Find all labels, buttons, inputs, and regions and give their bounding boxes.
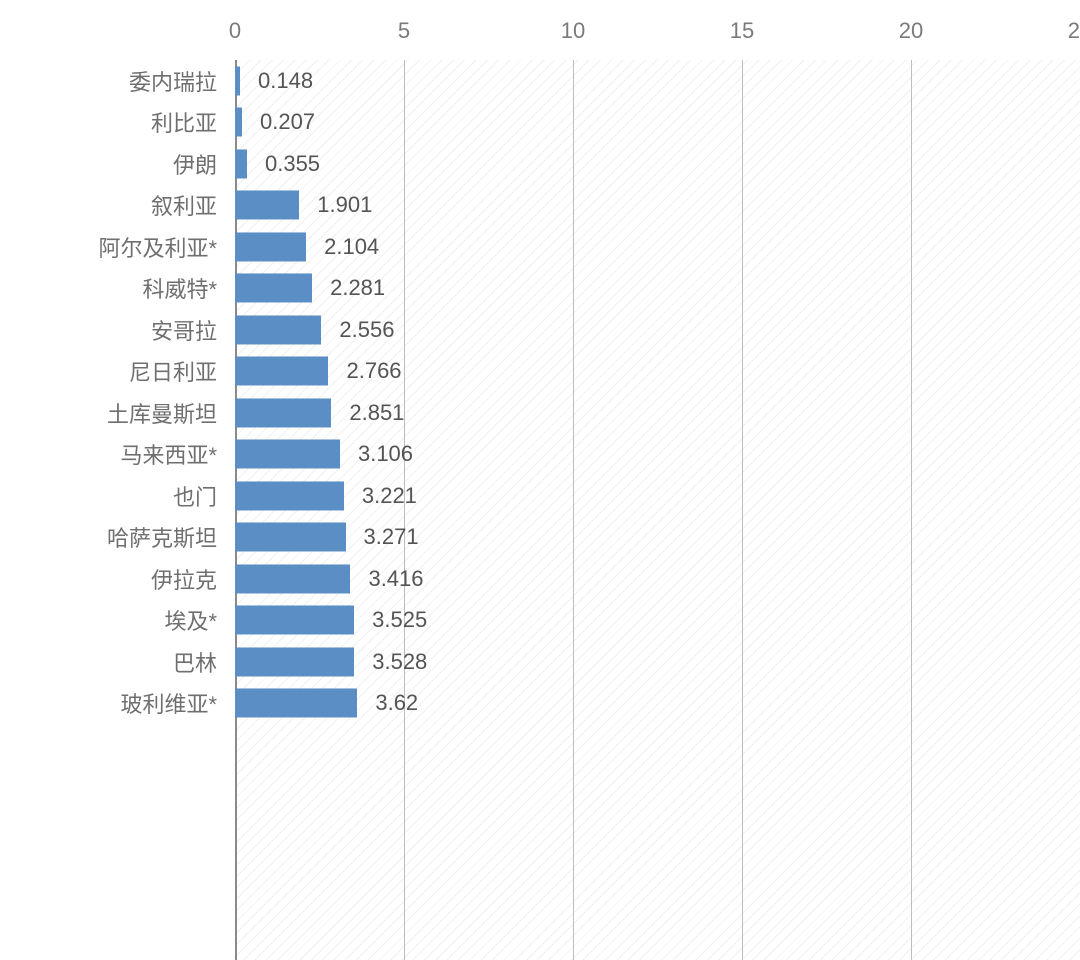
y-axis-label: 安哥拉 <box>151 314 217 346</box>
value-label: 2.556 <box>339 317 394 343</box>
y-axis-label: 伊朗 <box>173 148 217 180</box>
y-axis-label: 马来西亚* <box>120 438 217 470</box>
bar-row: 委内瑞拉 0.148 <box>0 60 1080 102</box>
value-label: 0.207 <box>260 109 315 135</box>
bar-row: 伊朗 0.355 <box>0 143 1080 185</box>
bar-row: 土库曼斯坦 2.851 <box>0 392 1080 434</box>
bar-row: 埃及* 3.525 <box>0 600 1080 642</box>
bar <box>235 232 306 261</box>
y-axis-label: 利比亚 <box>151 106 217 138</box>
bar <box>235 274 312 303</box>
bar-row: 巴林 3.528 <box>0 641 1080 683</box>
value-label: 3.416 <box>368 566 423 592</box>
bar-row: 马来西亚* 3.106 <box>0 434 1080 476</box>
value-label: 2.851 <box>349 400 404 426</box>
y-axis-label: 巴林 <box>173 646 217 678</box>
bar-row: 伊拉克 3.416 <box>0 558 1080 600</box>
y-axis-label: 伊拉克 <box>151 563 217 595</box>
y-axis-label: 玻利维亚* <box>120 687 217 719</box>
y-axis-label: 科威特* <box>142 272 217 304</box>
y-axis-label: 也门 <box>173 480 217 512</box>
y-axis-label: 尼日利亚 <box>129 355 217 387</box>
x-tick-label: 5 <box>398 18 410 44</box>
value-label: 2.766 <box>346 358 401 384</box>
bar <box>235 564 350 593</box>
x-tick-label: 0 <box>229 18 241 44</box>
value-label: 0.148 <box>258 68 313 94</box>
bar-row: 利比亚 0.207 <box>0 102 1080 144</box>
value-label: 2.104 <box>324 234 379 260</box>
bar <box>235 66 240 95</box>
bar-row: 哈萨克斯坦 3.271 <box>0 517 1080 559</box>
bar <box>235 481 344 510</box>
bar-row: 安哥拉 2.556 <box>0 309 1080 351</box>
bar <box>235 606 354 635</box>
bar <box>235 440 340 469</box>
bar <box>235 398 331 427</box>
bar-row: 尼日利亚 2.766 <box>0 351 1080 393</box>
bar <box>235 191 299 220</box>
y-axis-label: 阿尔及利亚* <box>98 231 217 263</box>
y-axis-label: 叙利亚 <box>151 189 217 221</box>
bar <box>235 647 354 676</box>
y-axis-label: 土库曼斯坦 <box>107 397 217 429</box>
value-label: 3.525 <box>372 607 427 633</box>
bar <box>235 315 321 344</box>
value-label: 3.62 <box>375 690 418 716</box>
bar-row: 科威特* 2.281 <box>0 268 1080 310</box>
bar <box>235 108 242 137</box>
y-axis-label: 委内瑞拉 <box>129 65 217 97</box>
x-tick-label: 20 <box>899 18 923 44</box>
value-label: 3.221 <box>362 483 417 509</box>
value-label: 3.528 <box>372 649 427 675</box>
bar <box>235 523 346 552</box>
bar-row: 玻利维亚* 3.62 <box>0 683 1080 725</box>
value-label: 0.355 <box>265 151 320 177</box>
x-tick-label: 15 <box>730 18 754 44</box>
value-label: 1.901 <box>317 192 372 218</box>
value-label: 3.106 <box>358 441 413 467</box>
x-tick-label: 25 <box>1068 18 1080 44</box>
horizontal-bar-chart: 0 5 10 15 20 25 委内瑞拉 0.148 利比亚 0.207 伊朗 0.355 叙利亚 1.… <box>0 0 1080 720</box>
bar-row: 叙利亚 1.901 <box>0 185 1080 227</box>
bar-row: 阿尔及利亚* 2.104 <box>0 226 1080 268</box>
value-label: 3.271 <box>364 524 419 550</box>
bar-row: 也门 3.221 <box>0 475 1080 517</box>
value-label: 2.281 <box>330 275 385 301</box>
bar <box>235 689 357 718</box>
bar <box>235 357 328 386</box>
y-axis-label: 埃及* <box>164 604 217 636</box>
y-axis-label: 哈萨克斯坦 <box>107 521 217 553</box>
x-tick-label: 10 <box>561 18 585 44</box>
bar <box>235 149 247 178</box>
